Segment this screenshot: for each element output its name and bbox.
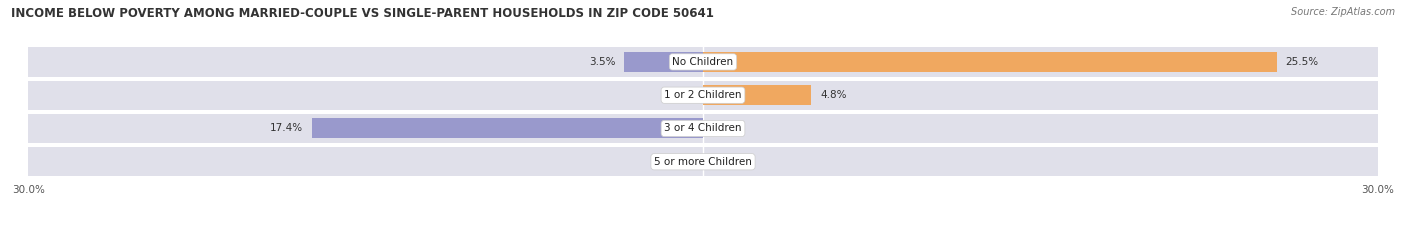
Text: 0.0%: 0.0% bbox=[711, 157, 738, 167]
Text: 3 or 4 Children: 3 or 4 Children bbox=[664, 123, 742, 134]
Bar bbox=[703, 85, 811, 105]
Bar bbox=[624, 52, 703, 72]
Text: Source: ZipAtlas.com: Source: ZipAtlas.com bbox=[1291, 7, 1395, 17]
Text: INCOME BELOW POVERTY AMONG MARRIED-COUPLE VS SINGLE-PARENT HOUSEHOLDS IN ZIP COD: INCOME BELOW POVERTY AMONG MARRIED-COUPL… bbox=[11, 7, 714, 20]
Text: 0.0%: 0.0% bbox=[711, 123, 738, 134]
Text: 25.5%: 25.5% bbox=[1285, 57, 1319, 67]
Text: 1 or 2 Children: 1 or 2 Children bbox=[664, 90, 742, 100]
Bar bbox=[312, 119, 703, 138]
Bar bbox=[28, 47, 1378, 77]
Text: 4.8%: 4.8% bbox=[820, 90, 846, 100]
Bar bbox=[28, 147, 1378, 176]
Text: 3.5%: 3.5% bbox=[589, 57, 616, 67]
Text: No Children: No Children bbox=[672, 57, 734, 67]
Bar bbox=[28, 114, 1378, 143]
Bar bbox=[703, 52, 1277, 72]
Bar bbox=[28, 81, 1378, 110]
Text: 5 or more Children: 5 or more Children bbox=[654, 157, 752, 167]
Text: 0.0%: 0.0% bbox=[668, 157, 695, 167]
Text: 0.0%: 0.0% bbox=[668, 90, 695, 100]
Text: 17.4%: 17.4% bbox=[270, 123, 302, 134]
